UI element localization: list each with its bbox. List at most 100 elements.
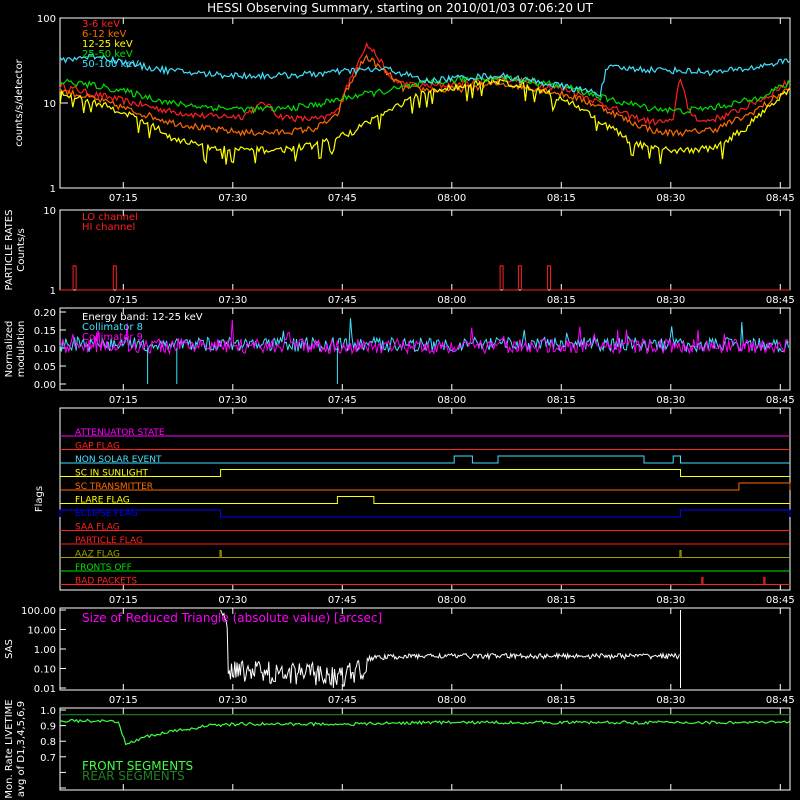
- modulation-ylabel-unit: modulation: [16, 321, 27, 378]
- flags-xtick-label: 08:45: [766, 595, 795, 606]
- sas-xtick-label: 07:45: [328, 695, 357, 706]
- particle-panel: 07:15 07:30 07:45 08:00 08:15 08:30 08:45 1 10 PA…: [4, 206, 795, 306]
- particle-frame: [59, 209, 791, 291]
- livetime-legend-entry: REAR SEGMENTS: [82, 769, 185, 783]
- counts-legend-entry: 6-12 keV: [82, 29, 126, 40]
- sas-ytick-label: 10.00: [27, 626, 56, 637]
- particle-xtick-label: 07:45: [328, 295, 357, 306]
- sas-ytick-label: 1.00: [34, 645, 56, 656]
- counts-legend-entry: 3-6 keV: [82, 19, 120, 30]
- counts-xtick-label: 08:00: [437, 193, 466, 204]
- livetime-ylabel-unit: avg of D1,3,4,5,6,9: [16, 701, 27, 797]
- counts-series-line: [59, 74, 791, 115]
- flag-label: SAA FLAG: [75, 523, 120, 533]
- sas-xtick-label: 08:15: [547, 695, 576, 706]
- flag-line: [60, 550, 790, 558]
- flag-label: BAD PACKETS: [75, 577, 137, 587]
- flags-xtick-label: 07:15: [109, 595, 138, 606]
- figure-title: HESSI Observing Summary, starting on 201…: [207, 1, 593, 15]
- modulation-ytick-label: 0.15: [34, 326, 56, 337]
- livetime-panel: 0.7 0.8 0.9 1.0 Mon. Rate LIVETIME avg of D1,…: [4, 699, 791, 799]
- counts-legend-entry: 12-25 keV: [82, 39, 133, 50]
- counts-xtick-label: 08:45: [766, 193, 795, 204]
- livetime-ytick-label: 1.0: [40, 706, 56, 717]
- flags-xtick-label: 08:15: [547, 595, 576, 606]
- flag-line: [60, 496, 790, 504]
- flags-xtick-label: 07:30: [218, 595, 247, 606]
- flag-label: FLARE FLAG: [75, 496, 130, 506]
- sas-ytick-label: 0.10: [34, 665, 56, 676]
- particle-legend-entry: LO channel: [82, 212, 138, 223]
- modulation-frame: [59, 307, 791, 391]
- modulation-legend-entry: Energy band: 12-25 keV: [82, 312, 203, 323]
- flag-line: [60, 482, 791, 491]
- modulation-xtick-label: 08:15: [547, 395, 576, 406]
- particle-xtick-label: 08:45: [766, 295, 795, 306]
- counts-legend-entry: 50-100 keV: [82, 59, 139, 70]
- flag-label: NON SOLAR EVENT: [75, 455, 162, 465]
- flags-ylabel: Flags: [34, 486, 45, 512]
- modulation-ytick-label: 0.00: [34, 380, 56, 391]
- livetime-series-line: [59, 718, 791, 746]
- particle-xtick-label: 08:30: [656, 295, 685, 306]
- livetime-legend-entry: FRONT SEGMENTS: [82, 759, 193, 773]
- modulation-xtick-label: 07:45: [328, 395, 357, 406]
- counts-series-line: [59, 77, 791, 165]
- modulation-ytick-label: 0.20: [34, 308, 56, 319]
- modulation-xtick-label: 08:45: [766, 395, 795, 406]
- particle-xtick-label: 07:15: [109, 295, 138, 306]
- counts-legend-entry: 25-50 keV: [82, 49, 133, 60]
- counts-xtick-label: 07:45: [328, 193, 357, 204]
- sas-ytick-label: 0.01: [34, 684, 56, 695]
- livetime-ylabel: Mon. Rate LIVETIME: [4, 699, 15, 798]
- sas-legend-entry: Size of Reduced Triangle (absolute value…: [82, 611, 382, 625]
- sas-xtick-label: 07:30: [218, 695, 247, 706]
- counts-series-line: [59, 53, 791, 97]
- sas-xtick-label: 07:15: [109, 695, 138, 706]
- flag-label: AAZ FLAG: [75, 550, 120, 560]
- counts-series-line: [59, 54, 791, 138]
- sas-panel: 07:15 07:30 07:45 08:00 08:15 08:30 08:45 0.01 0…: [4, 606, 795, 706]
- modulation-xtick-label: 08:30: [656, 395, 685, 406]
- modulation-legend-entry: Collimator 9: [82, 332, 143, 343]
- flag-line: [60, 577, 790, 585]
- sas-xtick-label: 08:45: [766, 695, 795, 706]
- sas-xtick-label: 08:00: [437, 695, 466, 706]
- modulation-xtick-label: 07:30: [218, 395, 247, 406]
- sas-ylabel: SAS: [4, 639, 15, 659]
- counts-ytick-label: 1: [50, 184, 56, 195]
- counts-panel: 07:15 07:30 07:45 08:00 08:15 08:30 08:45 1 10 10…: [14, 14, 795, 204]
- modulation-panel: 07:15 07:30 07:45 08:00 08:15 08:30 08:45 0.00 0…: [4, 307, 795, 406]
- modulation-ylabel: Normalized: [4, 321, 15, 378]
- flag-label: SC TRANSMITTER: [75, 482, 153, 492]
- sas-xtick-label: 08:30: [656, 695, 685, 706]
- flag-line: [60, 469, 790, 477]
- particle-lo-channel-line: [60, 265, 790, 291]
- modulation-xtick-label: 08:00: [437, 395, 466, 406]
- particle-ytick-label: 1: [50, 286, 56, 297]
- particle-xtick-label: 08:00: [437, 295, 466, 306]
- counts-ylabel: counts/s/detector: [14, 58, 25, 146]
- particle-xtick-label: 08:15: [547, 295, 576, 306]
- flag-label: ATTENUATOR STATE: [75, 428, 165, 438]
- flags-panel: 07:15 07:30 07:45 08:00 08:15 08:30 08:45 Flags…: [34, 407, 795, 606]
- counts-xtick-label: 08:15: [547, 193, 576, 204]
- particle-ylabel: PARTICLE RATES: [4, 210, 15, 291]
- modulation-legend-entry: Collimator 8: [82, 322, 143, 333]
- flag-label: ECLIPSE FLAG: [75, 509, 138, 519]
- counts-frame: [59, 17, 791, 189]
- flag-label: FRONTS OFF: [75, 563, 132, 573]
- livetime-ytick-label: 0.8: [40, 737, 56, 748]
- modulation-xtick-label: 07:15: [109, 395, 138, 406]
- particle-xtick-label: 07:30: [218, 295, 247, 306]
- flag-line: [59, 509, 791, 518]
- modulation-series-line: [59, 319, 789, 356]
- livetime-ytick-label: 0.9: [40, 722, 56, 733]
- counts-ytick-label: 100: [37, 14, 56, 25]
- counts-series-line: [59, 41, 791, 126]
- flag-line: [60, 455, 790, 464]
- flags-xtick-label: 08:30: [656, 595, 685, 606]
- flag-label: GAP FLAG: [75, 442, 120, 452]
- flags-frame: [59, 407, 791, 591]
